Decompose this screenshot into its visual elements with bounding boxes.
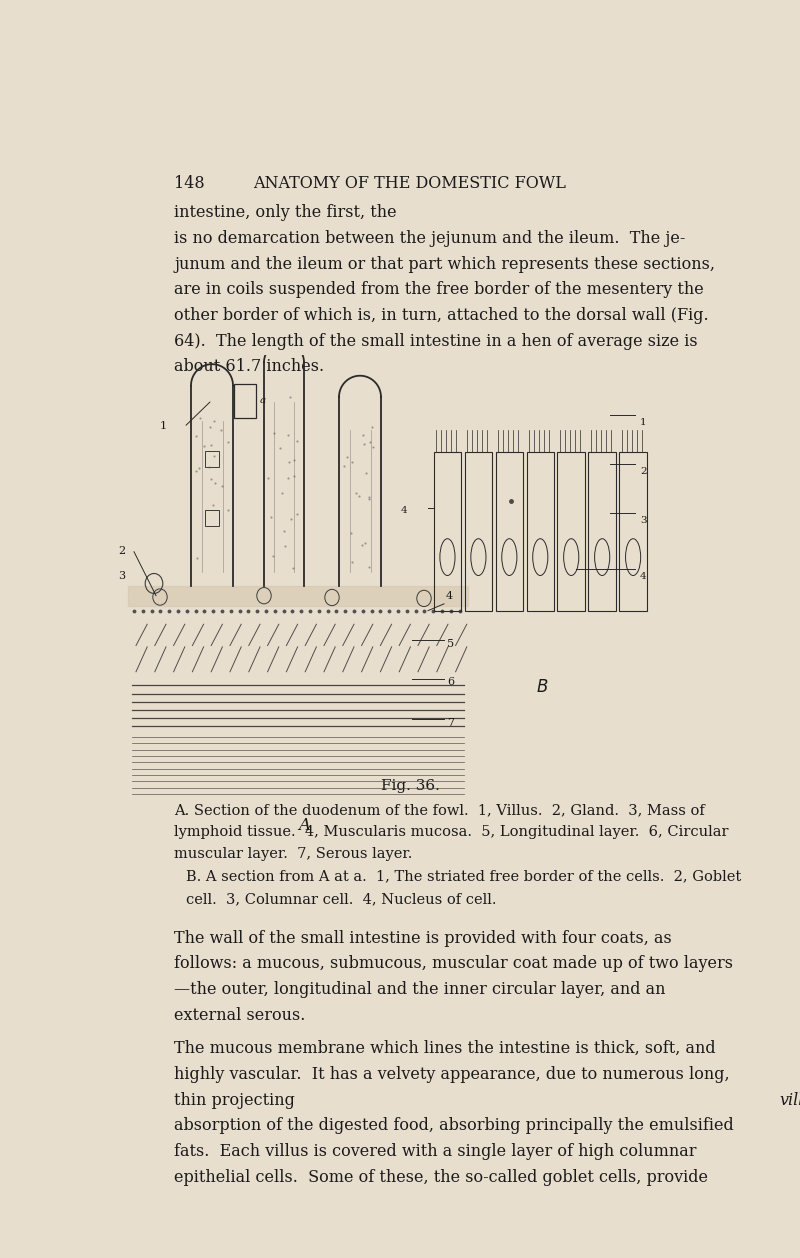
Text: $\mathit{B}$: $\mathit{B}$ (536, 679, 548, 696)
Bar (558, 452, 585, 611)
Text: external serous.: external serous. (174, 1006, 306, 1024)
Text: about 61.7 inches.: about 61.7 inches. (174, 359, 325, 375)
Text: The mucous membrane which lines the intestine is thick, soft, and: The mucous membrane which lines the inte… (174, 1040, 716, 1057)
Text: muscular layer.  7, Serous layer.: muscular layer. 7, Serous layer. (174, 848, 413, 862)
Text: epithelial cells.  Some of these, the so-called goblet cells, provide: epithelial cells. Some of these, the so-… (174, 1169, 709, 1185)
Bar (234, 384, 256, 418)
Bar (589, 452, 616, 611)
Text: 148: 148 (174, 175, 205, 192)
Text: cell.  3, Columnar cell.  4, Nucleus of cell.: cell. 3, Columnar cell. 4, Nucleus of ce… (186, 892, 496, 906)
Text: Fig. 36.: Fig. 36. (381, 779, 439, 793)
Text: B. A section from A at a.  1, The striated free border of the cells.  2, Goblet: B. A section from A at a. 1, The striate… (186, 869, 741, 883)
Text: ANATOMY OF THE DOMESTIC FOWL: ANATOMY OF THE DOMESTIC FOWL (254, 175, 566, 192)
Text: thin projecting: thin projecting (174, 1092, 301, 1108)
Text: 3: 3 (118, 571, 125, 581)
Bar (465, 452, 492, 611)
Text: villi: villi (779, 1092, 800, 1108)
Text: 2: 2 (118, 546, 125, 556)
Text: A. Section of the duodenum of the fowl.  1, Villus.  2, Gland.  3, Mass of: A. Section of the duodenum of the fowl. … (174, 803, 705, 816)
Text: —the outer, longitudinal and the inner circular layer, and an: —the outer, longitudinal and the inner c… (174, 981, 666, 998)
Text: A: A (298, 818, 310, 834)
Text: are in coils suspended from the free border of the mesentery the: are in coils suspended from the free bor… (174, 282, 704, 298)
Text: 1: 1 (640, 418, 646, 426)
Text: absorption of the digested food, absorbing principally the emulsified: absorption of the digested food, absorbi… (174, 1117, 734, 1135)
Text: 2: 2 (640, 467, 646, 476)
Bar (526, 452, 554, 611)
Bar (205, 450, 219, 467)
Text: lymphoid tissue.  4, Muscularis mucosa.  5, Longitudinal layer.  6, Circular: lymphoid tissue. 4, Muscularis mucosa. 5… (174, 825, 729, 839)
Text: 6: 6 (447, 677, 454, 687)
Text: 64).  The length of the small intestine in a hen of average size is: 64). The length of the small intestine i… (174, 332, 698, 350)
Text: 5: 5 (447, 639, 454, 649)
Text: 1: 1 (160, 421, 167, 431)
Text: 4: 4 (640, 572, 646, 581)
Text: highly vascular.  It has a velvety appearance, due to numerous long,: highly vascular. It has a velvety appear… (174, 1066, 730, 1083)
Bar (495, 452, 523, 611)
Text: 4: 4 (401, 506, 407, 515)
Text: The wall of the small intestine is provided with four coats, as: The wall of the small intestine is provi… (174, 930, 672, 947)
Text: junum and the ileum or that part which represents these sections,: junum and the ileum or that part which r… (174, 255, 715, 273)
Text: fats.  Each villus is covered with a single layer of high columnar: fats. Each villus is covered with a sing… (174, 1142, 697, 1160)
Text: intestine, only the first, the: intestine, only the first, the (174, 204, 402, 221)
Bar (434, 452, 462, 611)
Text: 7: 7 (447, 718, 454, 728)
Bar (205, 509, 219, 526)
Text: a: a (260, 396, 266, 405)
Text: follows: a mucous, submucous, muscular coat made up of two layers: follows: a mucous, submucous, muscular c… (174, 955, 734, 972)
Text: is no demarcation between the jejunum and the ileum.  The je-: is no demarcation between the jejunum an… (174, 230, 686, 247)
Text: 3: 3 (640, 516, 646, 525)
Text: other border of which is, in turn, attached to the dorsal wall (Fig.: other border of which is, in turn, attac… (174, 307, 709, 323)
Bar (619, 452, 647, 611)
Text: 4: 4 (446, 591, 453, 601)
